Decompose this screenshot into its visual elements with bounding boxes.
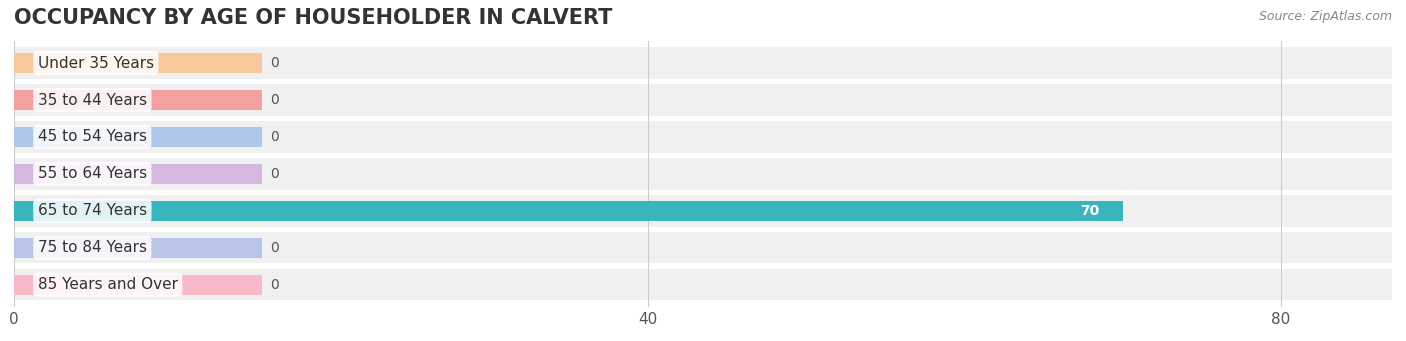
Bar — [14, 275, 262, 295]
Bar — [14, 232, 1392, 264]
Bar — [14, 269, 1392, 300]
Bar — [14, 238, 262, 258]
Bar — [14, 195, 1392, 226]
Bar — [14, 84, 1392, 116]
Text: 55 to 64 Years: 55 to 64 Years — [38, 166, 148, 181]
Text: 0: 0 — [270, 130, 278, 144]
Text: 70: 70 — [1080, 204, 1099, 218]
Text: 0: 0 — [270, 167, 278, 181]
Text: Under 35 Years: Under 35 Years — [38, 56, 153, 71]
Bar — [14, 201, 1123, 221]
Text: 0: 0 — [270, 56, 278, 70]
Bar — [14, 53, 262, 73]
Text: 75 to 84 Years: 75 to 84 Years — [38, 240, 146, 255]
Text: 0: 0 — [270, 278, 278, 292]
Text: 35 to 44 Years: 35 to 44 Years — [38, 92, 148, 107]
Text: 0: 0 — [270, 241, 278, 255]
Bar — [14, 121, 1392, 153]
Bar — [14, 164, 262, 184]
Text: Source: ZipAtlas.com: Source: ZipAtlas.com — [1258, 10, 1392, 23]
Bar — [14, 127, 262, 147]
Text: 45 to 54 Years: 45 to 54 Years — [38, 130, 146, 145]
Text: 85 Years and Over: 85 Years and Over — [38, 277, 177, 292]
Bar — [14, 90, 262, 110]
Text: 0: 0 — [270, 93, 278, 107]
Bar — [14, 47, 1392, 79]
Text: 65 to 74 Years: 65 to 74 Years — [38, 203, 148, 218]
Bar — [14, 158, 1392, 190]
Text: OCCUPANCY BY AGE OF HOUSEHOLDER IN CALVERT: OCCUPANCY BY AGE OF HOUSEHOLDER IN CALVE… — [14, 8, 613, 28]
